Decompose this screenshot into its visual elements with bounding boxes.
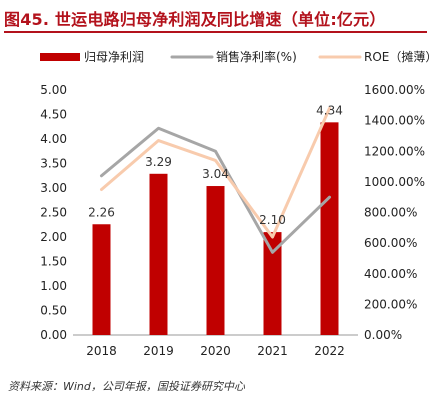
bar (149, 173, 168, 335)
line-series (100, 106, 331, 254)
y-right-tick-label: 1000.00% (364, 175, 425, 189)
y-right-tick-label: 200.00% (364, 297, 417, 311)
y-left-tick-label: 2.50 (40, 206, 67, 220)
y-right-tick-label: 1400.00% (364, 114, 425, 128)
y-right-tick-label: 1200.00% (364, 144, 425, 158)
x-tick-label: 2021 (257, 344, 288, 358)
y-right-tick-label: 0.00% (364, 328, 402, 342)
x-tick-label: 2018 (86, 344, 117, 358)
y-left-tick-label: 3.50 (40, 157, 67, 171)
data-label: 4.34 (316, 103, 343, 117)
data-label: 3.29 (145, 155, 172, 169)
y-right-tick-label: 600.00% (364, 236, 417, 250)
legend-label: ROE（摊薄） (364, 49, 431, 64)
y-left-tick-label: 1.00 (40, 279, 67, 293)
legend-swatch (40, 53, 80, 61)
y-left-tick-label: 2.00 (40, 230, 67, 244)
y-right-tick-label: 800.00% (364, 206, 417, 220)
bar (206, 186, 225, 335)
bar (263, 232, 282, 335)
roe-line (100, 106, 331, 239)
data-label: 2.10 (259, 213, 286, 227)
net-margin-line (100, 126, 331, 254)
y-right-tick-label: 400.00% (364, 267, 417, 281)
y-right-tick-label: 1600.00% (364, 83, 425, 97)
bar (92, 224, 111, 335)
y-left-tick-label: 0.00 (40, 328, 67, 342)
chart-title: 图45. 世运电路归母净利润及同比增速（单位:亿元） (4, 10, 386, 29)
bar-series (92, 122, 339, 335)
y-left-tick-label: 4.00 (40, 132, 67, 146)
title-rule (4, 31, 427, 33)
y-left-tick-label: 5.00 (40, 83, 67, 97)
legend: 归母净利润 销售净利率(%) ROE（摊薄） (40, 49, 431, 64)
x-tick-label: 2020 (200, 344, 231, 358)
x-tick-label: 2022 (314, 344, 345, 358)
data-labels: 2.26 3.29 3.04 2.10 4.34 (88, 103, 343, 227)
source-note: 资料来源：Wind，公司年报，国投证券研究中心 (8, 380, 245, 393)
y-left-tick-label: 1.50 (40, 255, 67, 269)
y-left-tick-label: 0.50 (40, 304, 67, 318)
legend-label: 归母净利润 (84, 50, 144, 64)
bar (320, 122, 339, 335)
legend-label: 销售净利率(%) (216, 49, 297, 64)
y-left-tick-label: 3.00 (40, 181, 67, 195)
data-label: 2.26 (88, 205, 115, 219)
x-tick-label: 2019 (143, 344, 174, 358)
y-left-tick-label: 4.50 (40, 108, 67, 122)
data-label: 3.04 (202, 167, 229, 181)
